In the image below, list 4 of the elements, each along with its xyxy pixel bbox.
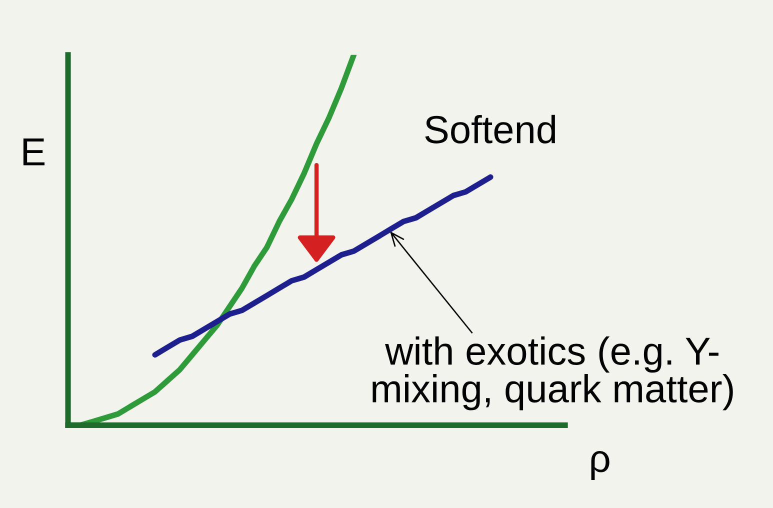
annotation: Softend [425,114,556,144]
x-axis-title: ρ [591,450,610,480]
annotation: with exotics (e.g. Y- mixing, quark matter) [372,336,733,410]
y-axis-title: E [23,138,45,166]
